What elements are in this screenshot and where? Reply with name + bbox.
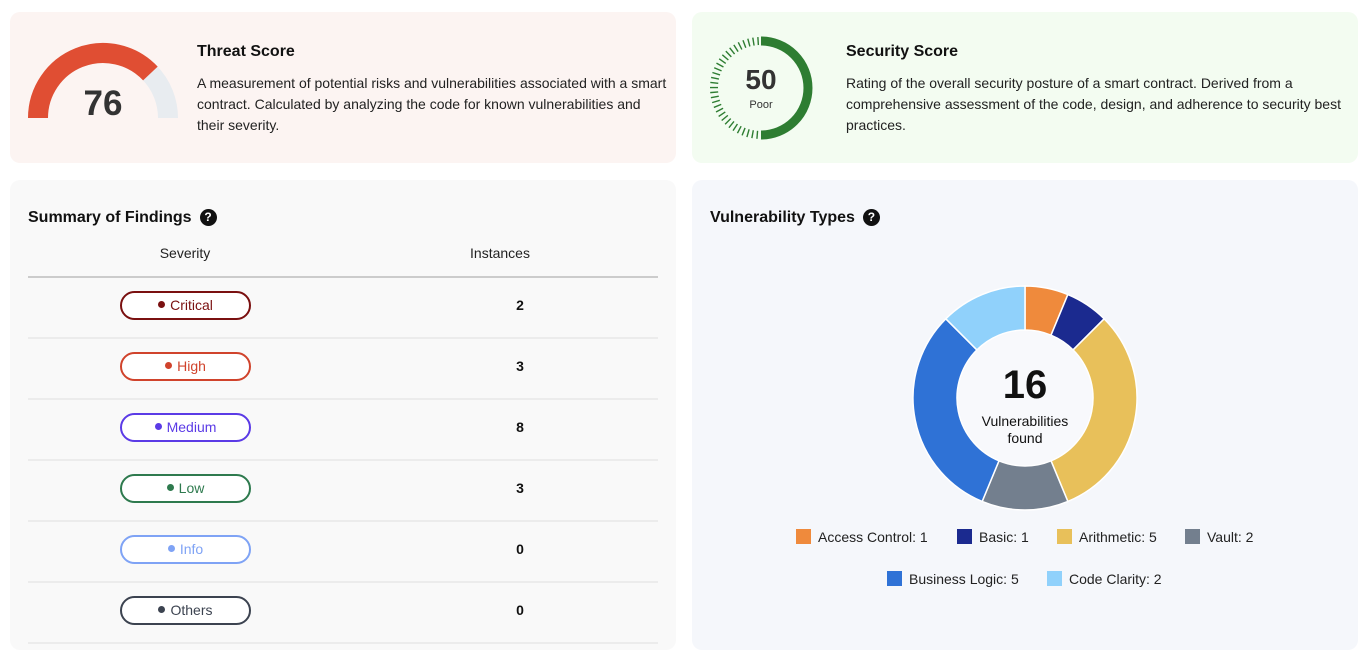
table-row: Low 3 <box>28 461 658 522</box>
severity-label: Critical <box>170 297 213 313</box>
severity-badge: Others <box>120 596 251 625</box>
security-gauge-tick <box>737 126 741 133</box>
legend-item[interactable]: Access Control: 1 <box>796 529 928 545</box>
security-gauge-tick <box>753 38 754 46</box>
security-gauge-tick <box>725 119 731 125</box>
table-row: Medium 8 <box>28 400 658 461</box>
security-gauge-tick <box>710 82 718 83</box>
legend-label: Code Clarity: 2 <box>1069 571 1162 587</box>
legend-swatch <box>1185 529 1200 544</box>
security-gauge-tick <box>742 128 745 135</box>
summary-of-findings-card: Summary of Findings? Severity Instances … <box>10 180 676 650</box>
severity-badge: Low <box>120 474 251 503</box>
instances-count: 2 <box>420 297 620 313</box>
severity-dot-icon <box>158 301 165 308</box>
threat-score-card: 76 Threat Score A measurement of potenti… <box>10 12 676 163</box>
legend-item[interactable]: Arithmetic: 5 <box>1057 529 1157 545</box>
column-header-severity: Severity <box>85 245 285 261</box>
donut-label-2: found <box>955 430 1095 446</box>
threat-score-value: 76 <box>63 84 143 124</box>
help-icon[interactable]: ? <box>200 209 217 226</box>
severity-label: High <box>177 358 206 374</box>
instances-count: 3 <box>420 480 620 496</box>
severity-badge: High <box>120 352 251 381</box>
severity-badge: Medium <box>120 413 251 442</box>
severity-dot-icon <box>155 423 162 430</box>
column-header-instances: Instances <box>400 245 600 261</box>
legend-label: Vault: 2 <box>1207 529 1253 545</box>
threat-score-title: Threat Score <box>197 43 295 61</box>
table-row: High 3 <box>28 339 658 400</box>
security-gauge-tick <box>733 124 737 131</box>
security-score-value: 50 <box>726 64 796 96</box>
severity-dot-icon <box>158 606 165 613</box>
security-gauge-tick <box>719 59 726 64</box>
legend-item[interactable]: Vault: 2 <box>1185 529 1253 545</box>
security-gauge-tick <box>714 104 721 107</box>
legend-swatch <box>796 529 811 544</box>
severity-label: Info <box>180 541 203 557</box>
security-gauge-tick <box>738 42 742 49</box>
legend-label: Business Logic: 5 <box>909 571 1019 587</box>
security-gauge-tick <box>743 40 746 47</box>
instances-count: 8 <box>420 419 620 435</box>
summary-title-wrap: Summary of Findings? <box>28 209 217 227</box>
security-gauge-tick <box>714 68 721 71</box>
security-gauge-tick <box>711 77 719 79</box>
severity-badge: Info <box>120 535 251 564</box>
legend-item[interactable]: Business Logic: 5 <box>887 571 1019 587</box>
legend-swatch <box>957 529 972 544</box>
security-gauge-tick <box>747 129 749 137</box>
security-gauge-tick <box>729 121 734 127</box>
security-gauge-tick <box>722 115 728 120</box>
severity-label: Others <box>170 602 212 618</box>
security-gauge-tick <box>748 39 750 47</box>
security-gauge-tick <box>711 96 719 98</box>
security-gauge-tick <box>752 130 753 138</box>
legend-swatch <box>1047 571 1062 586</box>
security-score-card: 50 Poor Security Score Rating of the ove… <box>692 12 1358 163</box>
security-score-description: Rating of the overall security posture o… <box>846 73 1341 136</box>
security-gauge-tick <box>712 100 720 102</box>
summary-title: Summary of Findings <box>28 209 192 226</box>
severity-label: Medium <box>167 419 217 435</box>
instances-count: 3 <box>420 358 620 374</box>
security-gauge-tick <box>719 112 726 116</box>
security-score-title: Security Score <box>846 43 958 61</box>
threat-score-description: A measurement of potential risks and vul… <box>197 73 667 136</box>
legend-swatch <box>887 571 902 586</box>
table-row: Info 0 <box>28 522 658 583</box>
table-row: Critical 2 <box>28 278 658 339</box>
legend-item[interactable]: Code Clarity: 2 <box>1047 571 1162 587</box>
legend-label: Arithmetic: 5 <box>1079 529 1157 545</box>
security-gauge-tick <box>734 45 738 52</box>
severity-badge: Critical <box>120 291 251 320</box>
severity-dot-icon <box>167 484 174 491</box>
security-gauge-tick <box>757 131 758 139</box>
severity-dot-icon <box>165 362 172 369</box>
legend-item[interactable]: Basic: 1 <box>957 529 1029 545</box>
instances-count: 0 <box>420 541 620 557</box>
legend-label: Access Control: 1 <box>818 529 928 545</box>
security-gauge-tick <box>726 51 732 57</box>
security-gauge-tick <box>710 92 718 93</box>
donut-total: 16 <box>975 363 1075 408</box>
security-gauge-tick <box>722 55 728 60</box>
security-gauge-tick <box>730 48 735 54</box>
severity-label: Low <box>179 480 205 496</box>
donut-label-1: Vulnerabilities <box>955 413 1095 429</box>
instances-count: 0 <box>420 602 620 618</box>
security-rating: Poor <box>726 99 796 111</box>
vulnerability-types-card: Vulnerability Types? 16 Vulnerabilities … <box>692 180 1358 650</box>
legend-swatch <box>1057 529 1072 544</box>
security-gauge-tick <box>712 72 720 74</box>
severity-dot-icon <box>168 545 175 552</box>
security-gauge-tick <box>716 63 723 67</box>
security-gauge-tick <box>716 108 723 112</box>
table-row: Others 0 <box>28 583 658 644</box>
legend-label: Basic: 1 <box>979 529 1029 545</box>
